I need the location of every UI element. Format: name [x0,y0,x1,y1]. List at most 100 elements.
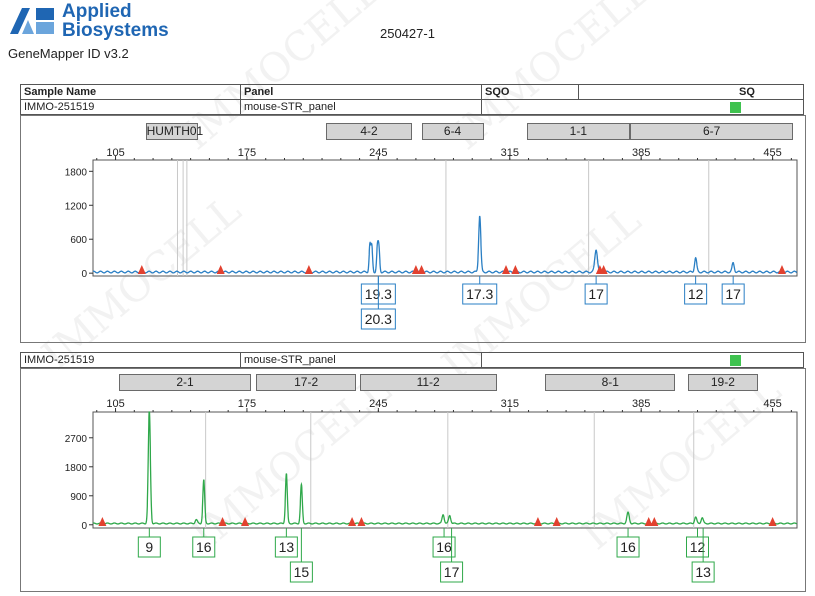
bin-label[interactable]: 19-2 [688,374,758,391]
size-standard-marker [502,265,511,274]
allele-call-label: 17.3 [466,286,493,302]
y-tick-label: 0 [81,521,87,532]
bin-label[interactable]: HUMTH01 [145,123,204,140]
size-standard-marker [533,517,542,526]
sq-status-indicator [730,354,741,366]
x-tick-label: 315 [501,147,519,159]
electropherogram-panel [20,368,806,592]
size-standard-marker [552,517,561,526]
brand-name-line2: Biosystems [62,20,169,41]
sample-header-table: Sample Name Panel SQO SQ IMMO-251519 mou… [20,84,804,115]
bin-label[interactable]: 11-2 [359,374,497,391]
x-tick-label: 175 [238,147,256,159]
size-standard-marker [411,265,420,274]
y-tick-label: 1200 [65,201,88,212]
y-tick-label: 1800 [65,463,88,474]
x-tick-label: 455 [763,147,781,159]
size-standard-marker [137,265,146,274]
allele-call-label: 16 [196,539,212,555]
x-tick-label: 245 [369,398,387,410]
allele-call-box [274,536,298,558]
size-standard-marker [241,517,250,526]
allele-call-box [440,561,464,583]
size-standard-marker [417,265,426,274]
sample-name-cell: IMMO-251519 [20,99,241,115]
y-tick-label: 0 [81,269,87,280]
allele-call-label: 17 [725,286,741,302]
allele-call-label: 9 [145,539,153,555]
y-tick-label: 600 [70,235,87,246]
x-tick-label: 385 [632,398,650,410]
x-tick-label: 105 [106,398,124,410]
y-tick-label: 2700 [65,434,88,445]
chart-panel: 105 175 245 315 385 455 0 900 1800 2700 9 16 13 15 16 1… [65,398,798,583]
x-tick-label: 455 [763,398,781,410]
size-standard-marker [650,517,659,526]
bin-label[interactable]: 4-2 [325,123,413,140]
allele-call-box [432,536,456,558]
size-standard-marker [768,517,777,526]
sq-cell [481,352,804,368]
bin-label[interactable]: 2-1 [119,374,251,391]
allele-call-box [684,283,708,305]
y-tick-label: 1800 [65,167,88,178]
trace-line [92,215,798,274]
allele-call-label: 12 [688,286,704,302]
allele-call-label: 15 [294,564,310,580]
x-tick-label: 315 [501,398,519,410]
allele-call-box [192,536,216,558]
product-name: GeneMapper ID v3.2 [8,46,129,61]
allele-call-label: 13 [695,564,711,580]
allele-call-box [616,536,640,558]
size-standard-marker [599,265,608,274]
allele-call-label: 17 [444,564,460,580]
allele-call-box [360,308,396,330]
allele-call-label: 16 [436,539,452,555]
sample-header-table: IMMO-251519 mouse-STR_panel [20,352,804,368]
size-standard-marker [777,265,786,274]
allele-call-label: 20.3 [365,311,392,327]
panel-cell: mouse-STR_panel [240,352,482,368]
sq-cell [481,99,804,115]
allele-call-label: 16 [620,539,636,555]
bin-label[interactable]: 6-7 [629,123,794,140]
y-tick-label: 900 [70,492,87,503]
size-standard-marker [348,517,357,526]
trace-line [92,411,798,525]
size-standard-marker [98,517,107,526]
x-tick-label: 245 [369,147,387,159]
allele-call-box [691,561,715,583]
allele-call-box [721,283,745,305]
size-standard-marker [304,265,313,274]
allele-call-box [462,283,498,305]
sample-name-cell: IMMO-251519 [20,352,241,368]
allele-call-box [137,536,161,558]
sq-status-indicator [730,101,741,113]
x-tick-label: 385 [632,147,650,159]
x-tick-label: 175 [238,398,256,410]
size-standard-marker [511,265,520,274]
allele-call-label: 12 [690,539,706,555]
x-tick-label: 105 [106,147,124,159]
bin-label[interactable]: 6-4 [421,123,484,140]
brand-logo-icon [10,8,54,34]
electropherogram-panel [20,115,806,343]
panel-cell: mouse-STR_panel [240,99,482,115]
bin-label[interactable]: 8-1 [545,374,676,391]
allele-call-label: 13 [279,539,295,555]
chart-panel: 105 175 245 315 385 45506001200180019.320.317… [65,147,798,330]
size-standard-marker [216,265,225,274]
brand-name-line1: Applied [62,1,132,22]
size-standard-marker [218,517,227,526]
allele-call-box [289,561,313,583]
allele-call-label: 17 [588,286,604,302]
plot-frame [92,411,798,529]
bin-label[interactable]: 17-2 [256,374,356,391]
plot-frame [92,159,798,277]
bin-label[interactable]: 1-1 [526,123,631,140]
allele-call-box [584,283,608,305]
size-standard-marker [644,517,653,526]
size-standard-marker [357,517,366,526]
run-id: 250427-1 [380,26,435,41]
